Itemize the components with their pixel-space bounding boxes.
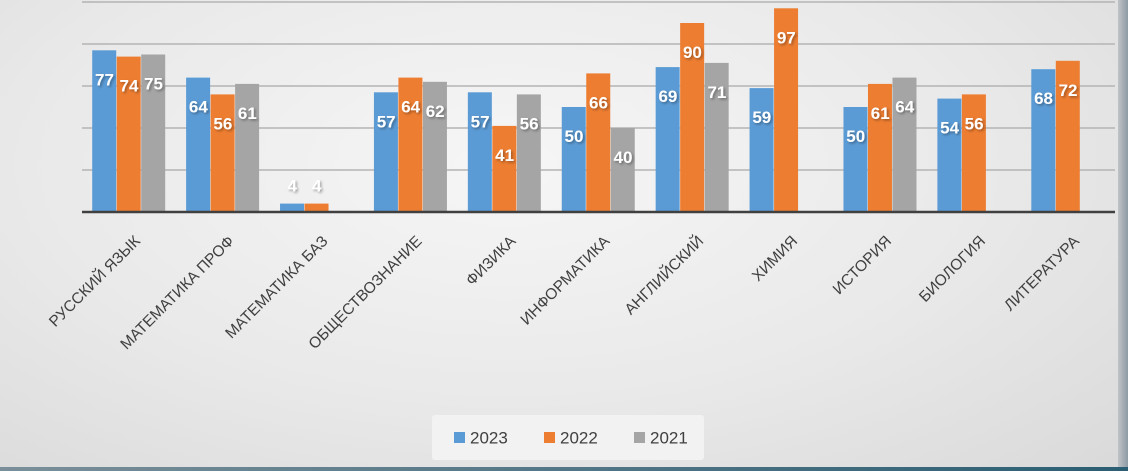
- category-label: ЛИТЕРАТУРА: [1001, 232, 1083, 314]
- data-label: 4: [288, 177, 298, 196]
- legend-label-2021: 2021: [650, 429, 688, 448]
- data-label: 71: [707, 83, 726, 102]
- category-label: ФИЗИКА: [463, 232, 520, 289]
- bar-2022: [492, 126, 516, 212]
- legend-swatch-2021: [634, 432, 645, 443]
- data-label: 50: [846, 127, 865, 146]
- data-label: 59: [752, 108, 771, 127]
- bar-2023: [750, 88, 774, 212]
- data-label: 56: [213, 114, 232, 133]
- category-label: БИОЛОГИЯ: [916, 233, 989, 306]
- data-label: 50: [565, 127, 584, 146]
- category-label: ИСТОРИЯ: [830, 233, 895, 298]
- data-label: 54: [940, 119, 959, 138]
- legend-label-2022: 2022: [560, 429, 598, 448]
- data-label: 41: [495, 146, 514, 165]
- data-label: 90: [683, 43, 702, 62]
- data-label: 66: [589, 93, 608, 112]
- data-label: 68: [1034, 89, 1053, 108]
- category-label: МАТЕМАТИКА БАЗ: [222, 233, 331, 342]
- bar-2023: [374, 92, 398, 212]
- data-label: 4: [312, 177, 322, 196]
- category-label: ИНФОРМАТИКА: [518, 232, 614, 328]
- data-label: 56: [520, 114, 539, 133]
- data-label: 40: [614, 148, 633, 167]
- bar-2021: [611, 128, 635, 212]
- bar-2023: [280, 204, 304, 212]
- bar-2023: [562, 107, 586, 212]
- bar-2022: [211, 94, 235, 212]
- category-label: АНГЛИЙСКИЙ: [621, 232, 707, 318]
- data-label: 69: [658, 87, 677, 106]
- data-label: 57: [377, 112, 396, 131]
- legend: 2023 2022 2021: [432, 415, 704, 460]
- data-label: 97: [777, 28, 796, 47]
- bar-2022: [962, 94, 986, 212]
- data-label: 62: [426, 102, 445, 121]
- bar-2023: [937, 99, 961, 212]
- category-label: ХИМИЯ: [749, 233, 801, 285]
- legend-swatch-2022: [544, 432, 555, 443]
- data-label: 75: [144, 75, 163, 94]
- bar-2022: [305, 204, 329, 212]
- data-label: 64: [895, 98, 914, 117]
- legend-label-2023: 2023: [470, 429, 508, 448]
- data-label: 57: [471, 112, 490, 131]
- bar-2021: [517, 94, 541, 212]
- data-label: 61: [238, 104, 257, 123]
- data-label: 74: [119, 77, 138, 96]
- data-label: 64: [189, 98, 208, 117]
- legend-swatch-2023: [454, 432, 465, 443]
- data-label: 56: [965, 114, 984, 133]
- data-label: 77: [95, 70, 114, 89]
- data-label: 72: [1059, 81, 1078, 100]
- data-label: 64: [401, 98, 420, 117]
- bar-2023: [468, 92, 492, 212]
- category-label: РУССКИЙ ЯЗЫК: [45, 232, 143, 330]
- data-label: 61: [871, 104, 890, 123]
- bar-2023: [843, 107, 867, 212]
